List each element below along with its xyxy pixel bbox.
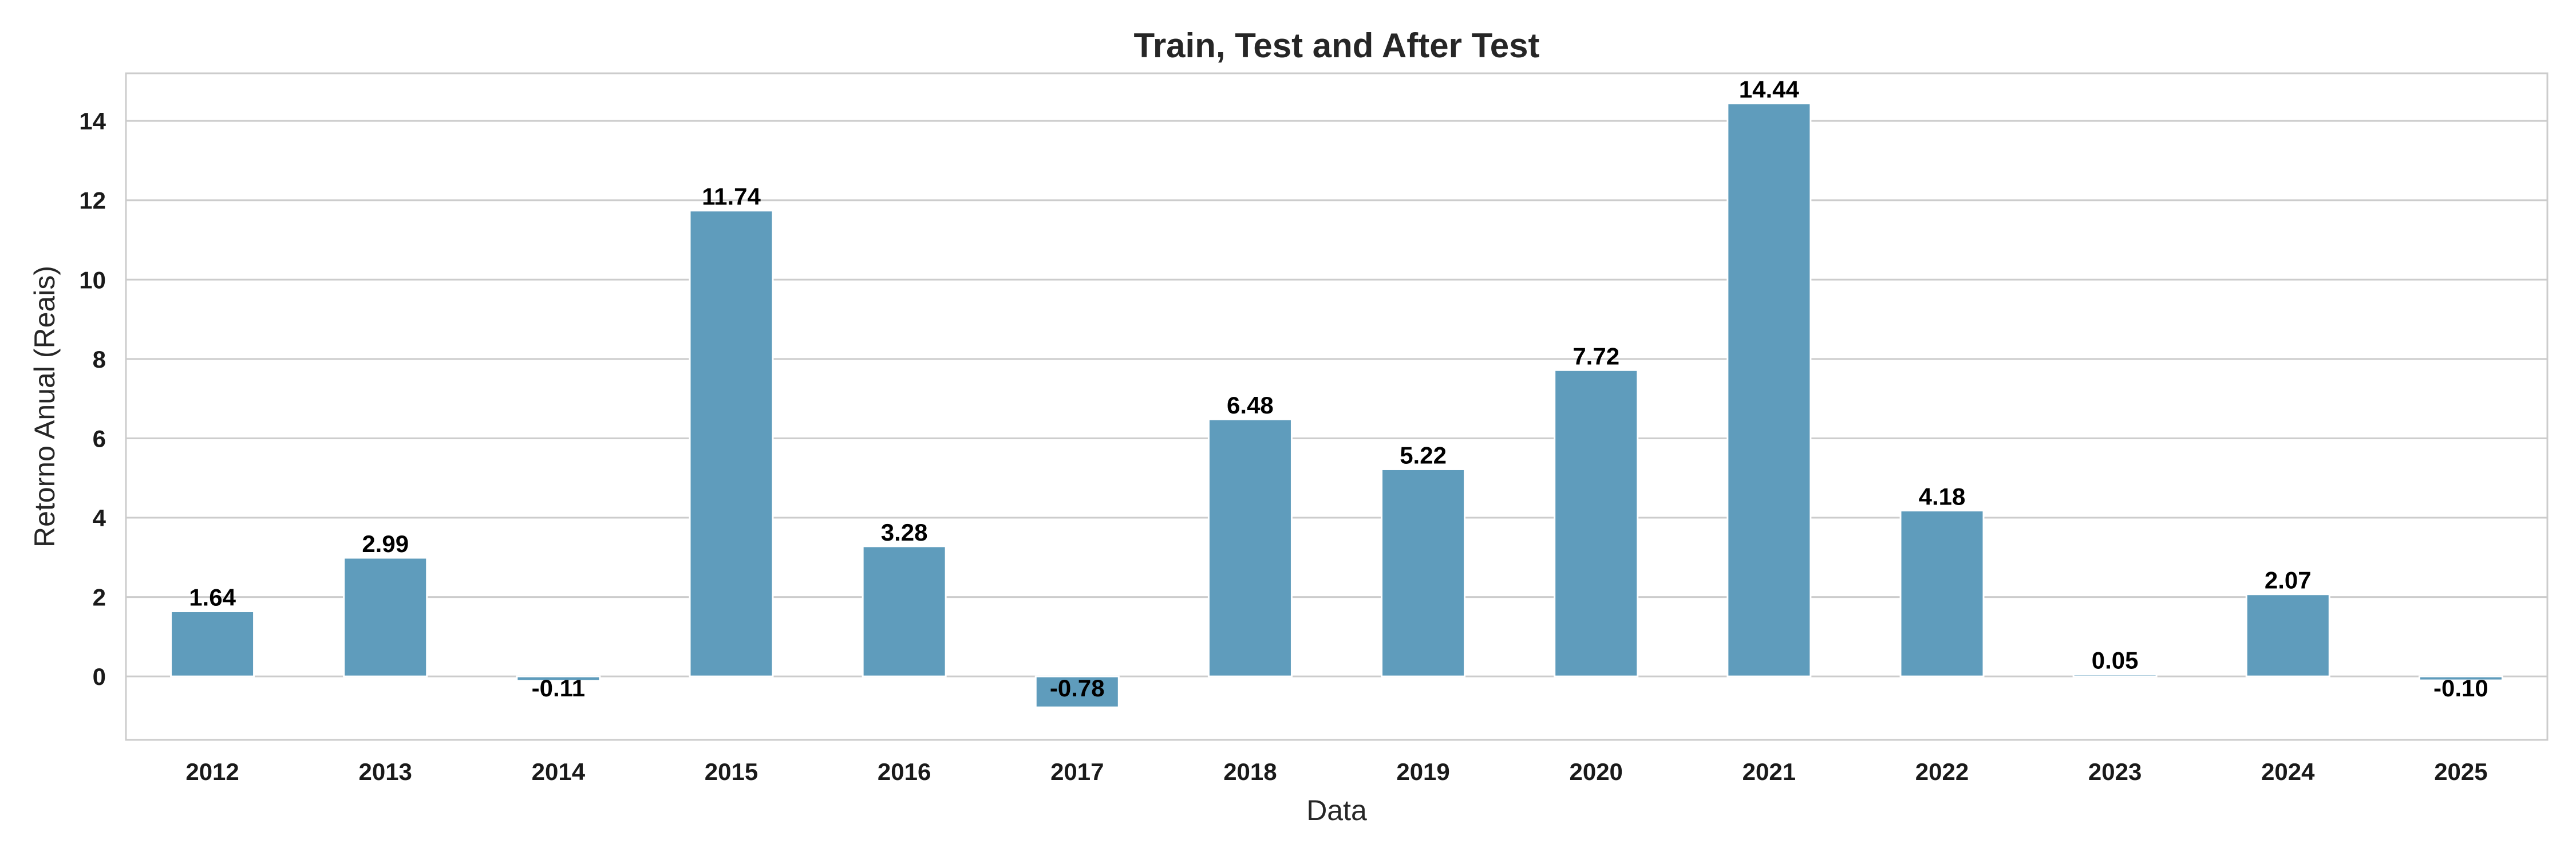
bar-value-label: 2.99 <box>362 530 409 557</box>
x-tick-label: 2021 <box>1743 758 1796 785</box>
bar-value-label: -0.11 <box>532 675 585 702</box>
x-tick-label: 2025 <box>2434 758 2487 785</box>
bar <box>1207 418 1293 677</box>
bar <box>1381 468 1466 677</box>
bar-value-label: 0.05 <box>2092 647 2139 674</box>
y-tick-label: 4 <box>93 505 106 531</box>
bar-value-label: 3.28 <box>881 519 928 546</box>
bar-value-label: 6.48 <box>1227 392 1274 419</box>
x-tick-label: 2024 <box>2261 758 2315 785</box>
x-tick-label: 2020 <box>1569 758 1622 785</box>
bar-value-label: 4.18 <box>1919 483 1966 510</box>
bar <box>1899 510 1985 677</box>
y-axis-ticks: 0 2 4 6 8 10 12 14 <box>79 108 106 690</box>
gridlines <box>126 120 2547 677</box>
bar <box>689 210 774 677</box>
y-tick-label: 12 <box>79 187 106 214</box>
bar-value-label: -0.78 <box>1050 675 1105 702</box>
bar <box>2245 593 2330 677</box>
bar <box>1034 675 1120 708</box>
bar-value-label: 1.64 <box>189 584 236 611</box>
bar <box>862 545 947 677</box>
y-axis-label: Retorno Anual (Reais) <box>29 266 61 547</box>
x-tick-label: 2023 <box>2088 758 2142 785</box>
x-axis-ticks: 2012 2013 2014 2015 2016 2017 2018 2019 2020 2021… <box>185 758 2487 785</box>
x-tick-label: 2013 <box>358 758 412 785</box>
x-tick-label: 2019 <box>1396 758 1449 785</box>
bar-value-label: -0.10 <box>2433 675 2488 702</box>
bar <box>1554 369 1639 677</box>
bar-value-label: 14.44 <box>1739 76 1800 103</box>
bar-value-labels: 1.64 2.99 -0.11 11.74 3.28 -0.78 6.48 5.22 7.72 1… <box>189 76 2488 702</box>
x-tick-label: 2014 <box>532 758 586 785</box>
bar <box>2072 673 2158 677</box>
x-tick-label: 2012 <box>185 758 239 785</box>
plot-frame <box>125 72 2549 741</box>
x-axis-label: Data <box>1306 794 1367 826</box>
bar <box>170 610 255 677</box>
bar <box>2418 675 2503 681</box>
x-tick-label: 2016 <box>878 758 931 785</box>
x-tick-label: 2022 <box>1915 758 1969 785</box>
y-tick-label: 8 <box>93 346 106 373</box>
bar-value-label: 11.74 <box>702 183 761 210</box>
x-tick-label: 2017 <box>1050 758 1104 785</box>
y-tick-label: 10 <box>79 266 106 293</box>
bar-value-label: 7.72 <box>1573 342 1619 369</box>
chart-title: Train, Test and After Test <box>1133 26 1539 65</box>
x-tick-label: 2015 <box>705 758 758 785</box>
bar <box>1726 103 1812 677</box>
bar-value-label: 5.22 <box>1400 442 1447 468</box>
y-tick-label: 0 <box>93 663 106 690</box>
y-tick-label: 6 <box>93 425 106 452</box>
y-tick-label: 14 <box>79 108 106 135</box>
bar <box>516 675 601 682</box>
bar-value-label: 2.07 <box>2265 567 2312 594</box>
y-tick-label: 2 <box>93 584 106 611</box>
bars <box>170 103 2503 708</box>
bar <box>343 557 428 677</box>
x-tick-label: 2018 <box>1223 758 1277 785</box>
